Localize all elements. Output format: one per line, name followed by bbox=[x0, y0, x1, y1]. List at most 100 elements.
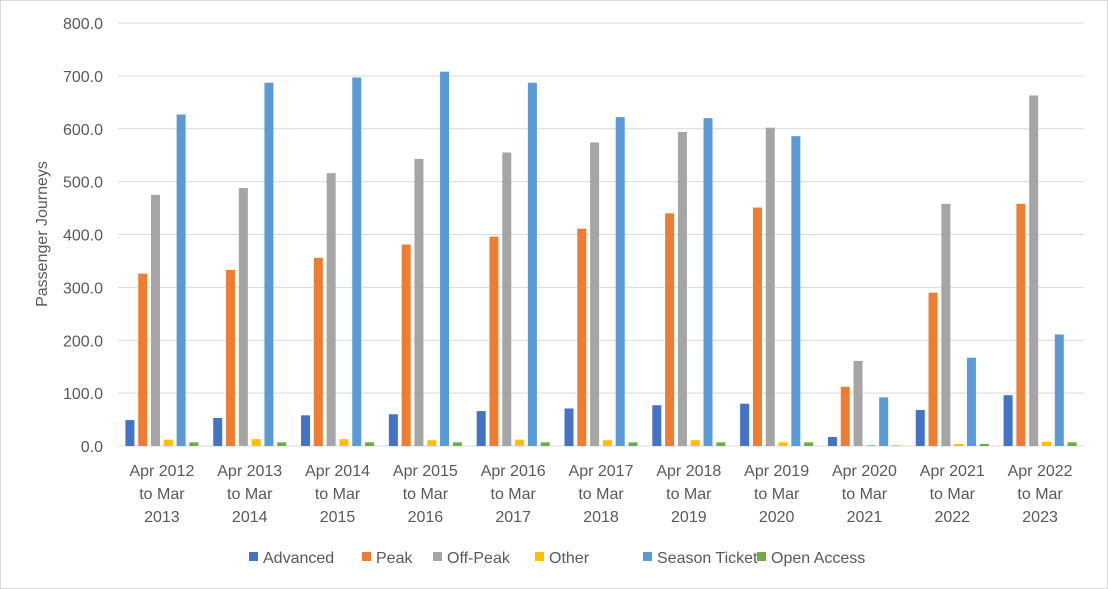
bar-other bbox=[866, 444, 876, 446]
bar-peak bbox=[401, 244, 411, 446]
legend-swatch bbox=[362, 552, 371, 561]
bar-season-ticket bbox=[527, 82, 537, 446]
y-tick-label: 100.0 bbox=[63, 386, 103, 403]
y-tick-label: 800.0 bbox=[63, 16, 103, 33]
bar-other bbox=[251, 439, 261, 446]
bar-open-access bbox=[804, 442, 814, 446]
x-tick-label: Apr 2022 to Mar 2023 bbox=[1008, 463, 1073, 526]
bar-open-access bbox=[540, 442, 550, 446]
bar-open-access bbox=[979, 443, 989, 446]
legend-label: Off-Peak bbox=[447, 550, 511, 567]
bar-open-access bbox=[277, 442, 287, 446]
legend-label: Advanced bbox=[263, 550, 334, 567]
bar-open-access bbox=[628, 442, 638, 446]
bar-season-ticket bbox=[352, 77, 362, 447]
legend-label: Open Access bbox=[771, 550, 865, 567]
x-axis-ticks: Apr 2012 to Mar 2013 Apr 2013 to Mar 2014 Apr … bbox=[129, 463, 1072, 526]
legend-label: Peak bbox=[376, 550, 413, 567]
legend-swatch bbox=[249, 552, 258, 561]
bar-season-ticket bbox=[440, 71, 450, 446]
x-tick-label: Apr 2015 to Mar 2016 bbox=[393, 463, 458, 526]
bar-off-peak bbox=[151, 194, 161, 446]
x-tick-label: Apr 2017 to Mar 2018 bbox=[569, 463, 634, 526]
bar-off-peak bbox=[414, 158, 424, 446]
bars bbox=[125, 71, 1077, 447]
bar-season-ticket bbox=[1054, 334, 1064, 446]
bar-off-peak bbox=[853, 360, 863, 446]
bar-advanced bbox=[564, 408, 574, 446]
bar-peak bbox=[1016, 203, 1026, 446]
legend-swatch bbox=[535, 552, 544, 561]
bar-advanced bbox=[915, 410, 925, 446]
y-tick-label: 600.0 bbox=[63, 122, 103, 139]
bar-season-ticket bbox=[791, 136, 801, 446]
bar-advanced bbox=[827, 437, 837, 446]
bar-off-peak bbox=[238, 187, 248, 446]
bar-peak bbox=[577, 228, 587, 446]
bar-off-peak bbox=[677, 131, 687, 447]
y-tick-label: 200.0 bbox=[63, 333, 103, 350]
bar-advanced bbox=[388, 414, 398, 446]
bar-season-ticket bbox=[966, 357, 976, 446]
bar-other bbox=[690, 440, 700, 446]
bar-other bbox=[954, 443, 964, 446]
y-axis-title: Passenger Journeys bbox=[34, 161, 51, 307]
x-tick-label: Apr 2013 to Mar 2014 bbox=[217, 463, 282, 526]
legend-label: Season Ticket bbox=[657, 550, 758, 567]
bar-other bbox=[427, 440, 437, 446]
legend-label: Other bbox=[549, 550, 590, 567]
bar-season-ticket bbox=[879, 397, 889, 446]
y-tick-label: 700.0 bbox=[63, 69, 103, 86]
bar-off-peak bbox=[590, 142, 600, 446]
bar-advanced bbox=[1003, 395, 1013, 446]
bar-other bbox=[163, 439, 173, 446]
bar-peak bbox=[226, 269, 236, 446]
bar-open-access bbox=[189, 442, 199, 446]
y-tick-label: 0.0 bbox=[81, 439, 103, 456]
bar-off-peak bbox=[326, 173, 336, 447]
bar-advanced bbox=[125, 420, 135, 446]
bar-open-access bbox=[452, 442, 462, 446]
bar-peak bbox=[313, 257, 323, 446]
bar-advanced bbox=[652, 405, 662, 446]
bar-peak bbox=[138, 273, 148, 446]
x-tick-label: Apr 2020 to Mar 2021 bbox=[832, 463, 897, 526]
bar-off-peak bbox=[502, 152, 512, 447]
bar-off-peak bbox=[765, 127, 775, 446]
x-tick-label: Apr 2018 to Mar 2019 bbox=[656, 463, 721, 526]
gridlines bbox=[118, 22, 1084, 447]
bar-off-peak bbox=[941, 203, 951, 446]
bar-off-peak bbox=[1029, 95, 1039, 446]
legend: Advanced Peak Off-Peak Other Season Ticket Op… bbox=[249, 550, 865, 567]
bar-advanced bbox=[301, 415, 311, 446]
bar-advanced bbox=[476, 411, 486, 446]
legend-swatch bbox=[433, 552, 442, 561]
bar-peak bbox=[489, 236, 499, 446]
bar-other bbox=[778, 442, 788, 446]
y-tick-label: 400.0 bbox=[63, 228, 103, 245]
x-tick-label: Apr 2019 to Mar 2020 bbox=[744, 463, 809, 526]
bar-other bbox=[1041, 441, 1051, 446]
y-tick-label: 500.0 bbox=[63, 175, 103, 192]
x-tick-label: Apr 2021 to Mar 2022 bbox=[920, 463, 985, 526]
x-tick-label: Apr 2014 to Mar 2015 bbox=[305, 463, 370, 526]
bar-season-ticket bbox=[703, 118, 713, 447]
legend-swatch bbox=[757, 552, 766, 561]
bar-peak bbox=[752, 207, 762, 446]
x-tick-label: Apr 2012 to Mar 2013 bbox=[129, 463, 194, 526]
bar-season-ticket bbox=[176, 114, 186, 446]
bar-other bbox=[515, 439, 525, 446]
bar-season-ticket bbox=[264, 82, 274, 446]
bar-open-access bbox=[1067, 442, 1077, 446]
bar-peak bbox=[665, 213, 675, 446]
bar-advanced bbox=[740, 403, 750, 446]
legend-swatch bbox=[643, 552, 652, 561]
bar-open-access bbox=[716, 442, 726, 446]
y-axis-ticks: 0.0 100.0 200.0 300.0 400.0 500.0 600.0 700.0 80… bbox=[63, 16, 103, 456]
bar-peak bbox=[928, 292, 938, 446]
bar-other bbox=[339, 439, 349, 446]
bar-season-ticket bbox=[615, 117, 625, 447]
bar-other bbox=[602, 440, 612, 446]
bar-open-access bbox=[365, 442, 375, 446]
